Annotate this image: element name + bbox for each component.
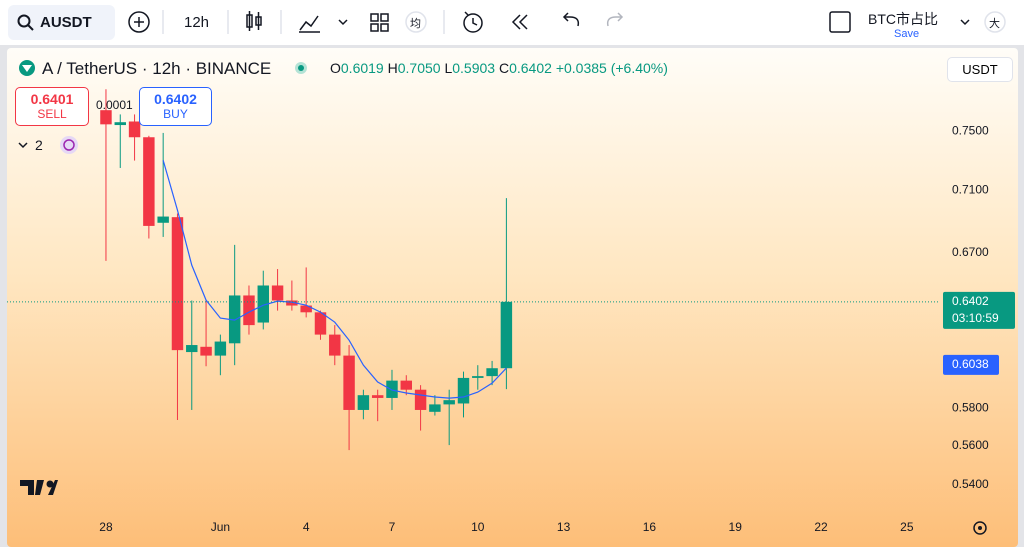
candle-body — [314, 312, 327, 335]
ohlc-legend: O0.6019 H0.7050 L0.5903 C0.6402 +0.0385 … — [330, 60, 668, 76]
indicator-button[interactable]: 均 — [410, 18, 421, 30]
indicators-count[interactable]: 2 — [35, 137, 43, 153]
spread: 0.0001 — [96, 98, 133, 112]
candle-body — [143, 137, 155, 226]
x-tick-label: 28 — [99, 520, 113, 534]
ohlc-label: L — [444, 60, 453, 76]
ohlc-value: 0.5903 — [452, 60, 496, 76]
alt-price-box — [943, 354, 999, 375]
interval[interactable]: 12h — [184, 14, 210, 31]
alt-price-label: 0.6038 — [952, 357, 989, 371]
moving-average — [162, 160, 507, 399]
candle-body — [414, 389, 427, 410]
sell-button[interactable]: 0.6401 SELL — [15, 87, 89, 126]
x-tick-label: 22 — [814, 520, 828, 534]
candle-body — [429, 404, 441, 412]
candle-body — [186, 345, 198, 353]
symbol: AUSDT — [40, 14, 92, 31]
save-button[interactable]: Save — [894, 28, 920, 40]
ohlc-label: C — [498, 60, 510, 76]
candle-body — [228, 295, 241, 344]
last-price-label: 0.6402 — [952, 294, 989, 308]
candle-body — [171, 217, 184, 351]
candle-body — [500, 301, 513, 369]
currency-button[interactable]: USDT — [947, 57, 1013, 82]
candle-body — [200, 346, 212, 356]
y-tick-label: 0.5600 — [952, 438, 989, 452]
ohlc-label: O — [330, 60, 341, 76]
y-tick-label: 0.6700 — [952, 245, 989, 259]
ohlc-value: 0.6402 — [509, 60, 552, 76]
y-tick-label: 0.7500 — [952, 124, 989, 138]
sell-label: SELL — [37, 107, 67, 121]
ohlc-label: H — [387, 60, 398, 76]
legend-title: A / TetherUS · 12h · BINANCE — [42, 59, 272, 78]
x-tick-label: 13 — [557, 520, 571, 534]
candle-body — [329, 334, 341, 356]
search-icon — [17, 14, 34, 31]
x-tick-label: 16 — [643, 520, 657, 534]
candle-body — [472, 376, 484, 378]
candle-body — [343, 355, 355, 410]
size-button[interactable]: 大 — [989, 18, 1000, 30]
x-tick-label: 7 — [389, 520, 396, 534]
candle-body — [457, 377, 470, 404]
candle-body — [286, 300, 298, 306]
buy-label: BUY — [163, 107, 188, 121]
change: +0.0385 (+6.40%) — [555, 60, 668, 76]
candle-body — [128, 121, 141, 138]
ohlc-value: 0.6019 — [340, 60, 384, 76]
candle-body — [371, 395, 384, 398]
candle-body — [357, 395, 370, 410]
candle-body — [271, 285, 284, 301]
sell-price: 0.6401 — [30, 91, 74, 107]
countdown: 03:10:59 — [952, 311, 999, 325]
last-price-box — [943, 291, 1015, 329]
candle-body — [114, 122, 126, 126]
symbol-search[interactable]: AUSDT — [8, 5, 115, 40]
x-tick-label: Jun — [211, 520, 230, 534]
candle-body — [300, 305, 312, 313]
x-tick-label: 10 — [471, 520, 485, 534]
ohlc-value: 0.7050 — [397, 60, 441, 76]
candle-body — [443, 400, 455, 405]
candle-body — [386, 380, 398, 398]
buy-price: 0.6402 — [154, 91, 197, 107]
buy-button[interactable]: 0.6402 BUY — [139, 87, 212, 126]
y-tick-label: 0.5400 — [952, 477, 989, 491]
candle-body — [257, 285, 269, 323]
x-tick-label: 25 — [900, 520, 914, 534]
candle-body — [400, 380, 413, 390]
x-tick-label: 4 — [303, 520, 310, 534]
y-tick-label: 0.5800 — [952, 400, 989, 414]
candle-body — [214, 341, 227, 356]
x-tick-label: 19 — [729, 520, 743, 534]
compare-symbol[interactable]: BTC市占比 — [868, 11, 938, 27]
candle-body — [243, 295, 255, 326]
candle-body — [157, 216, 169, 223]
y-tick-label: 0.7100 — [952, 183, 989, 197]
candle-body — [100, 110, 112, 125]
candle-body — [486, 368, 498, 377]
